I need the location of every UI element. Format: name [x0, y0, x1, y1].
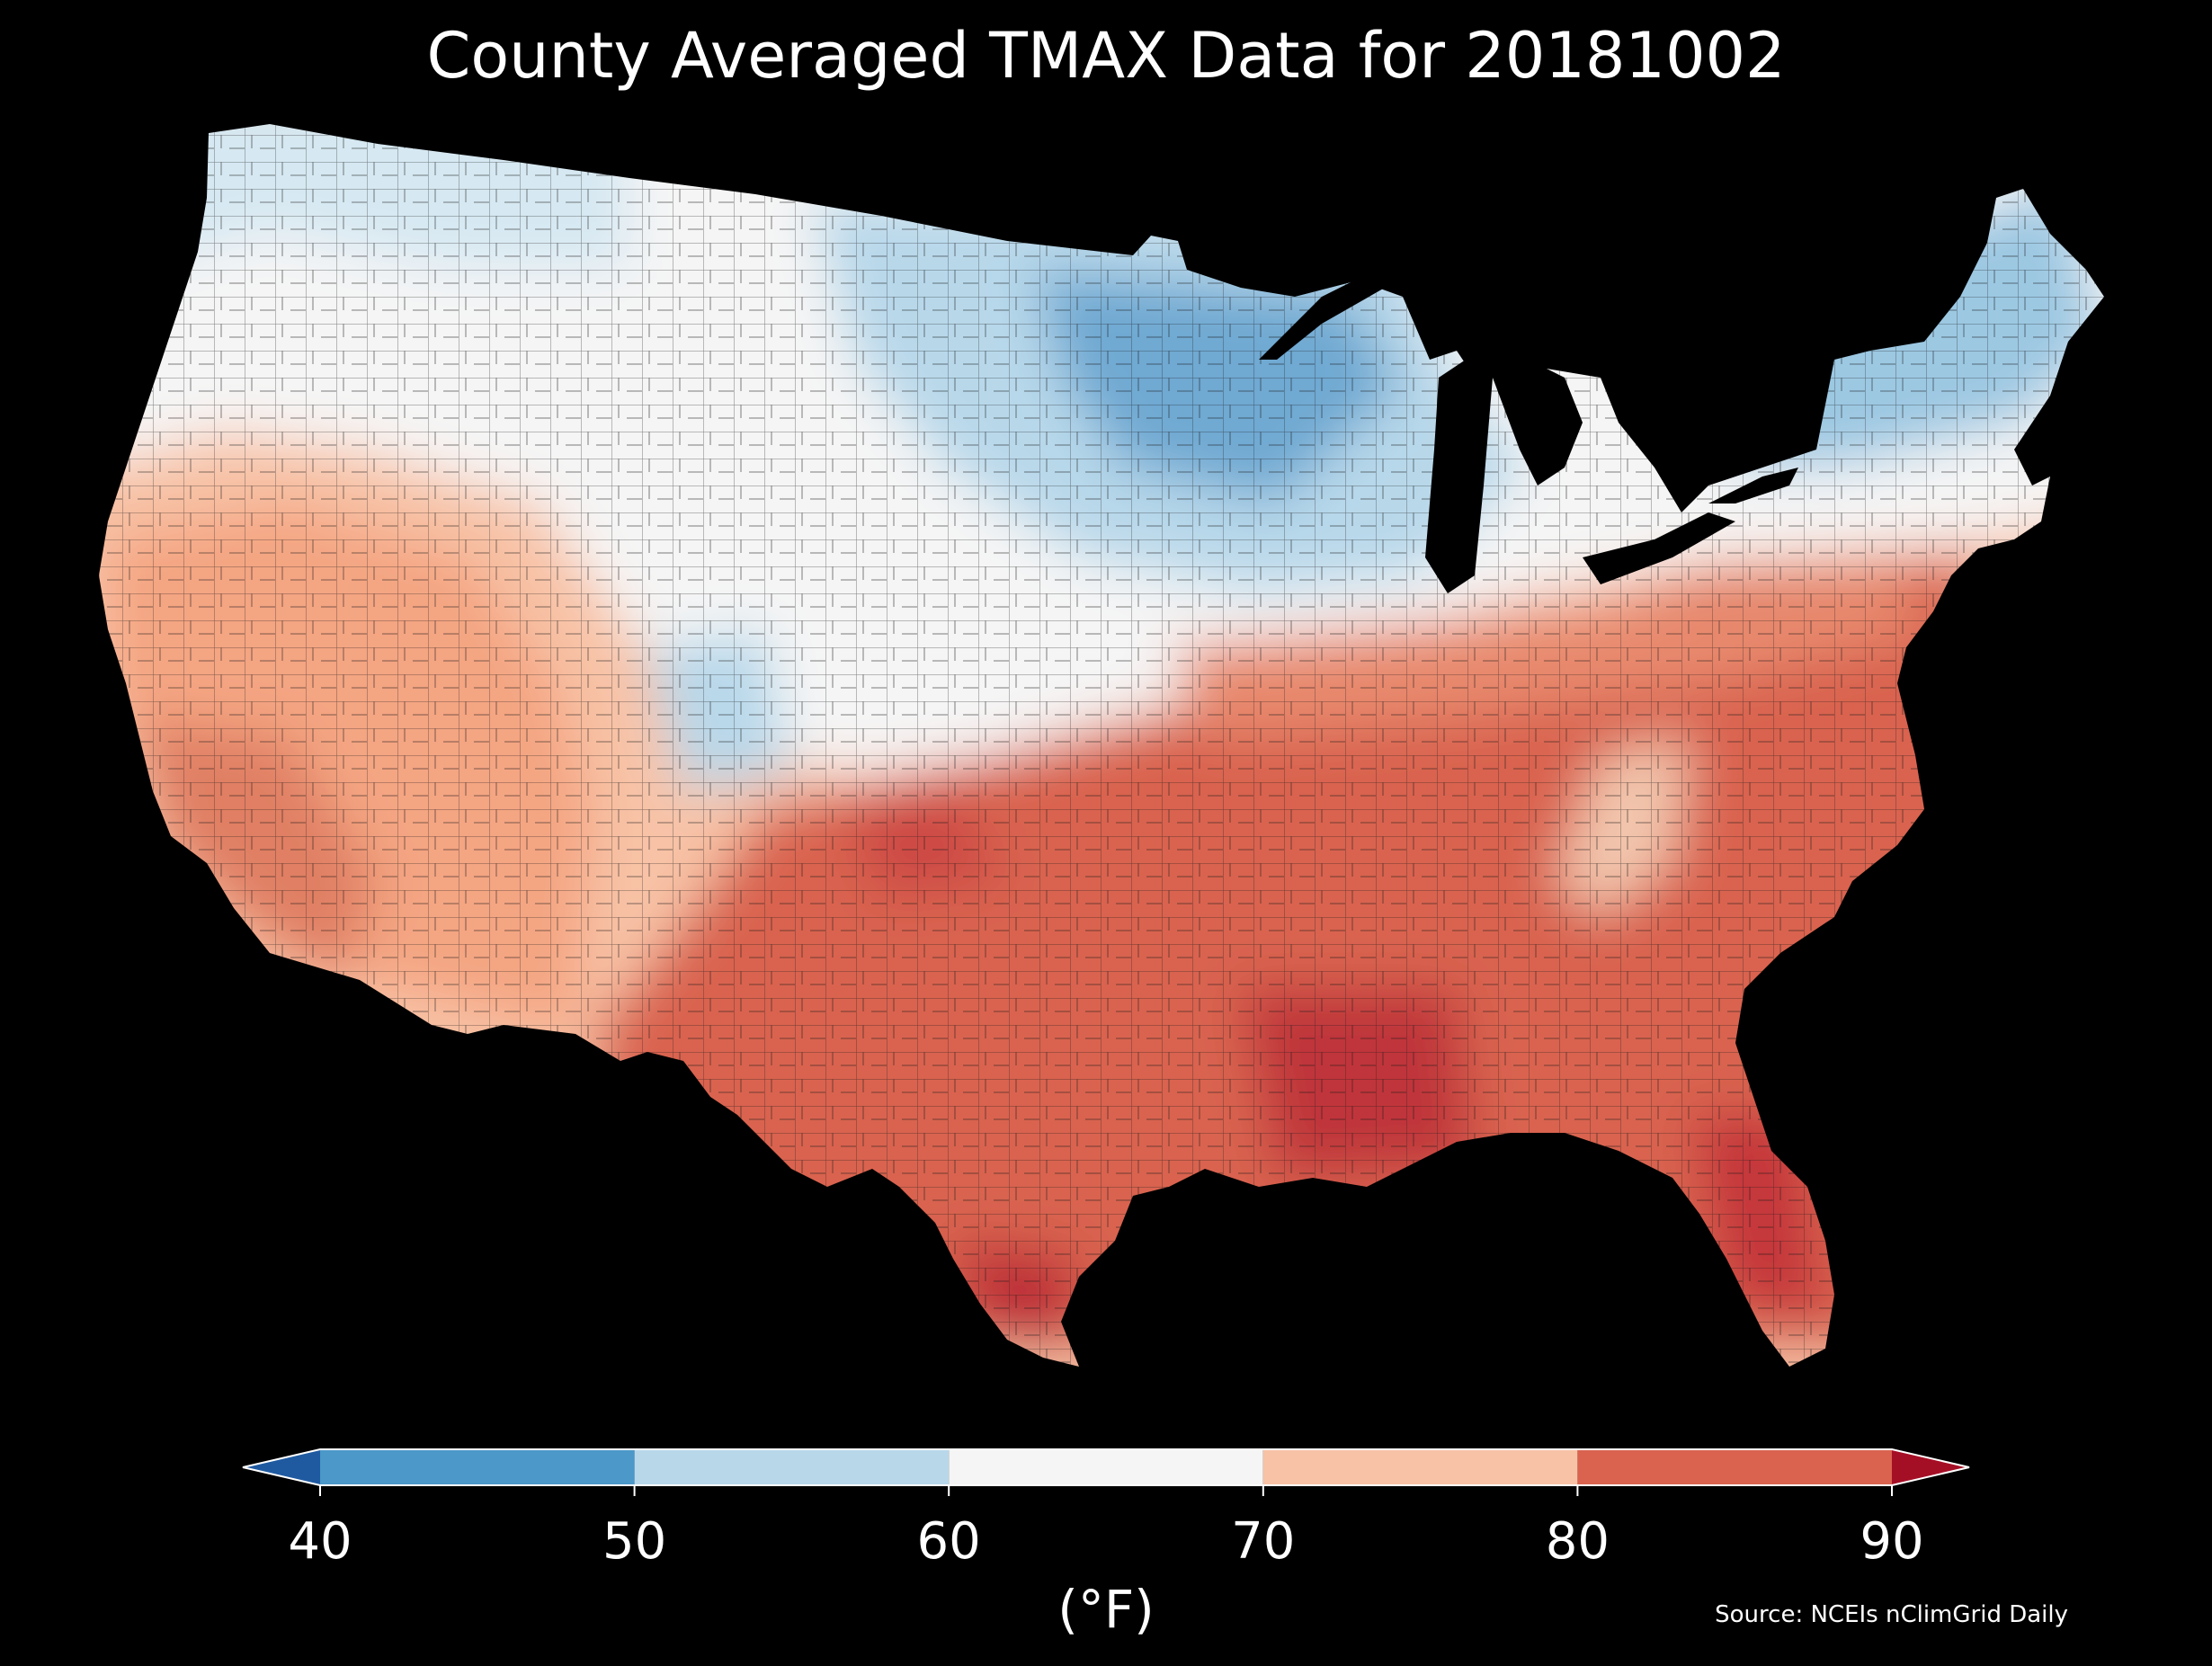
great-lakes: [1259, 279, 1798, 593]
colorbar-bin-50-60: [634, 1449, 950, 1485]
colorbar-tick-label: 80: [1545, 1512, 1610, 1571]
colorbar-tick-label: 90: [1860, 1512, 1924, 1571]
colorbar-tick-label: 70: [1231, 1512, 1296, 1571]
colorbar-tick-label: 40: [288, 1512, 352, 1571]
map-title: County Averaged TMAX Data for 20181002: [426, 19, 1786, 93]
colorbar-tick-label: 60: [916, 1512, 981, 1571]
colorbar: [242, 1448, 1970, 1496]
source-credit: Source: NCEIs nClimGrid Daily: [1715, 1601, 2068, 1628]
colorbar-under-extension: [243, 1449, 320, 1485]
colorbar-tick-label: 50: [602, 1512, 667, 1571]
colorbar-units-label: (°F): [1057, 1579, 1155, 1640]
colorbar-bin-40-50: [320, 1449, 635, 1485]
colorbar-bin-80-90: [1577, 1449, 1892, 1485]
colorbar-over-extension: [1892, 1449, 1969, 1485]
colorbar-bin-70-80: [1262, 1449, 1578, 1485]
colorbar-bin-60-70: [949, 1449, 1263, 1485]
